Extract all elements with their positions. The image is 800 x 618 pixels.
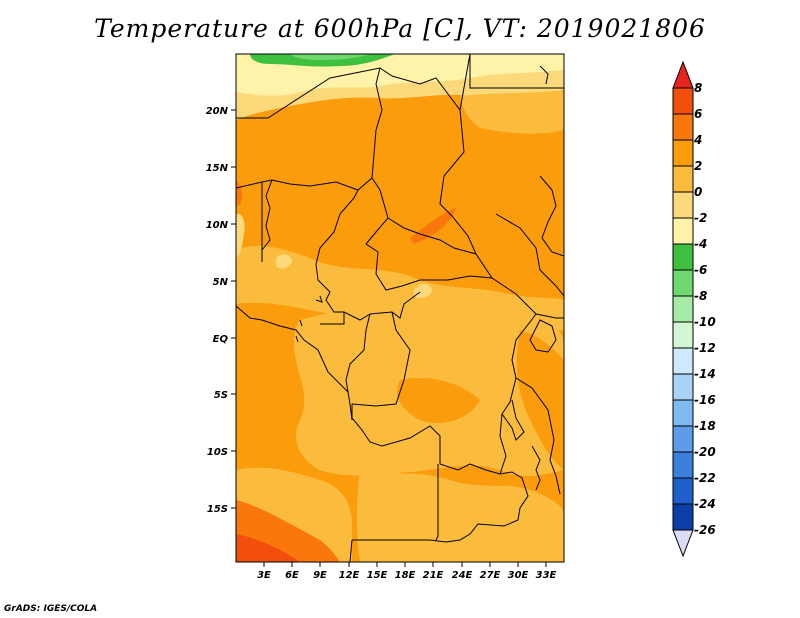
colorbar-cell <box>672 139 694 167</box>
latitude-labels: 20N 15N 10N 5N EQ 5S 10S 15S <box>206 106 229 515</box>
colorbar-cell <box>672 399 694 427</box>
field-sw-6to8 <box>236 534 300 562</box>
lat-label: EQ <box>213 334 229 345</box>
lon-label: 12E <box>339 570 360 581</box>
colorbar-label: -26 <box>694 523 716 537</box>
longitude-axis <box>263 562 547 567</box>
latitude-axis <box>231 109 236 509</box>
field-central-warm-patch <box>396 378 480 424</box>
colorbar-label: -22 <box>694 471 716 485</box>
colorbar-label: -20 <box>694 445 716 459</box>
colorbar-top-arrow <box>672 60 694 89</box>
colorbar-label: -8 <box>694 289 707 303</box>
field-warm-streak-halo <box>410 208 456 244</box>
colorbar-label: 4 <box>693 133 702 147</box>
lon-label: 33E <box>536 570 557 581</box>
colorbar-cell <box>672 295 694 323</box>
colorbar-cell <box>672 191 694 219</box>
lon-label: 24E <box>452 570 473 581</box>
colorbar-cell <box>672 165 694 193</box>
colorbar-bottom-arrow <box>672 529 694 558</box>
colorbar-cell <box>672 269 694 297</box>
colorbar-label: -6 <box>694 263 707 277</box>
lat-label: 5N <box>213 277 229 288</box>
lon-label: 18E <box>395 570 416 581</box>
colorbar-label: 6 <box>694 107 702 121</box>
lon-label: 21E <box>423 570 444 581</box>
field-northeast-0to2 <box>460 90 564 134</box>
colorbar-label: -12 <box>694 341 716 355</box>
colorbar-cell <box>672 451 694 479</box>
colorbar-label: 2 <box>694 159 702 173</box>
lon-label: 6E <box>285 570 299 581</box>
colorbar-label: -2 <box>694 211 707 225</box>
colorbar-cell <box>672 373 694 401</box>
longitude-labels: 3E 6E 9E 12E 15E 18E 21E 24E 27E 30E 33E <box>257 570 556 581</box>
lon-label: 9E <box>313 570 327 581</box>
colorbar-cell <box>672 113 694 141</box>
lat-label: 10N <box>206 220 229 231</box>
lon-label: 3E <box>257 570 271 581</box>
field-west-edge-cool <box>236 213 245 258</box>
lon-label: 15E <box>367 570 388 581</box>
colorbar-cell <box>672 347 694 375</box>
colorbar-label: 0 <box>694 185 702 199</box>
colorbar-label: -14 <box>694 367 716 381</box>
lat-label: 15S <box>207 504 228 515</box>
colorbar-cell <box>672 321 694 349</box>
country-borders <box>236 54 564 562</box>
lat-label: 10S <box>207 447 228 458</box>
colorbar-label: -4 <box>694 237 707 251</box>
colorbar-cell <box>672 243 694 271</box>
colorbar-labels: 8 6 4 2 0 -2 -4 -6 -8 -10 -12 -14 -16 -1… <box>693 81 716 537</box>
field-north-0to-2 <box>236 70 564 120</box>
plot-title: Temperature at 600hPa [C], VT: 201902180… <box>94 14 706 43</box>
temperature-field <box>236 54 564 562</box>
field-warm-nw-edge <box>236 180 243 206</box>
field-south-0to2 <box>357 470 564 562</box>
colorbar-label: 8 <box>694 81 702 95</box>
field-cool-spot-7n <box>276 254 292 269</box>
field-cold-cell-lightgreen <box>290 54 370 60</box>
lat-label: 5S <box>214 390 228 401</box>
colorbar-cell <box>672 87 694 115</box>
lat-label: 20N <box>206 106 229 117</box>
field-cool-spot-5n <box>414 284 432 298</box>
field-cold-cell-green <box>250 54 395 67</box>
map-frame <box>235 53 565 563</box>
colorbar-label: -24 <box>694 497 716 511</box>
lat-label: 15N <box>206 163 229 174</box>
colorbar <box>672 60 694 558</box>
colorbar-cell <box>672 503 694 531</box>
grads-credit: GrADS: IGES/COLA <box>4 604 98 614</box>
colorbar-label: -16 <box>694 393 716 407</box>
lon-label: 27E <box>480 570 501 581</box>
colorbar-cell <box>672 477 694 505</box>
colorbar-cell <box>672 217 694 245</box>
colorbar-cell <box>672 425 694 453</box>
colorbar-label: -18 <box>694 419 716 433</box>
lon-label: 30E <box>508 570 529 581</box>
colorbar-label: -10 <box>694 315 716 329</box>
